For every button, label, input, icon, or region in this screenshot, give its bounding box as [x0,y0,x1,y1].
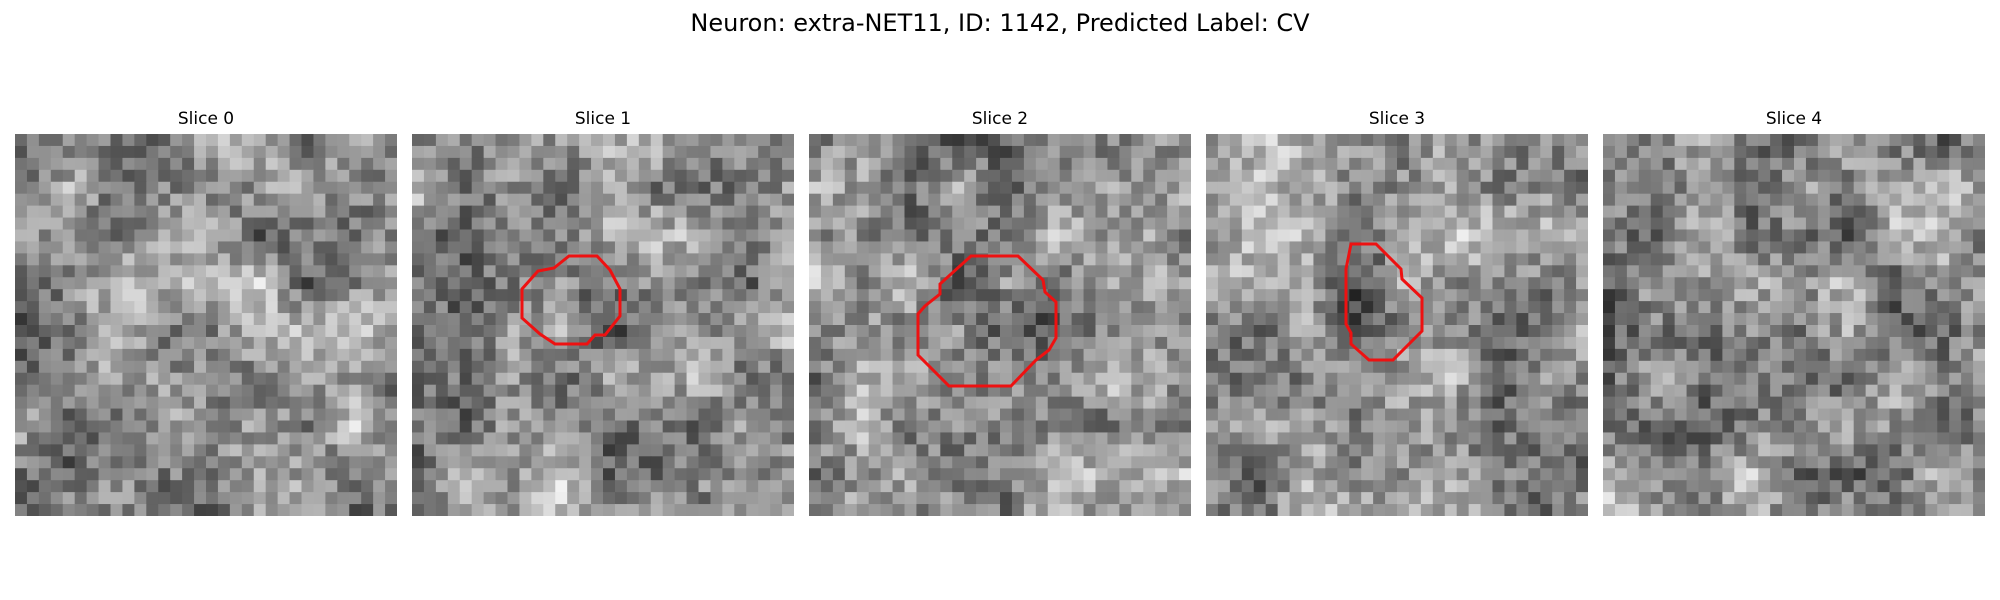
slice-title-0: Slice 0 [15,108,397,130]
pixel-grid-4 [1603,134,1985,516]
slice-panel-2: Slice 2 [809,108,1191,516]
slice-image-1 [412,134,794,516]
slice-title-2: Slice 2 [809,108,1191,130]
slice-image-4 [1603,134,1985,516]
slice-title-3: Slice 3 [1206,108,1588,130]
slice-image-2 [809,134,1191,516]
slice-panel-4: Slice 4 [1603,108,1985,516]
pixel-grid-2 [809,134,1191,516]
slice-title-1: Slice 1 [412,108,794,130]
slice-title-4: Slice 4 [1603,108,1985,130]
slice-panel-0: Slice 0 [15,108,397,516]
slice-image-3 [1206,134,1588,516]
slice-panel-3: Slice 3 [1206,108,1588,516]
slice-panel-1: Slice 1 [412,108,794,516]
slice-image-0 [15,134,397,516]
pixel-grid-1 [412,134,794,516]
pixel-grid-3 [1206,134,1588,516]
figure-title: Neuron: extra-NET11, ID: 1142, Predicted… [0,8,2000,38]
pixel-grid-0 [15,134,397,516]
